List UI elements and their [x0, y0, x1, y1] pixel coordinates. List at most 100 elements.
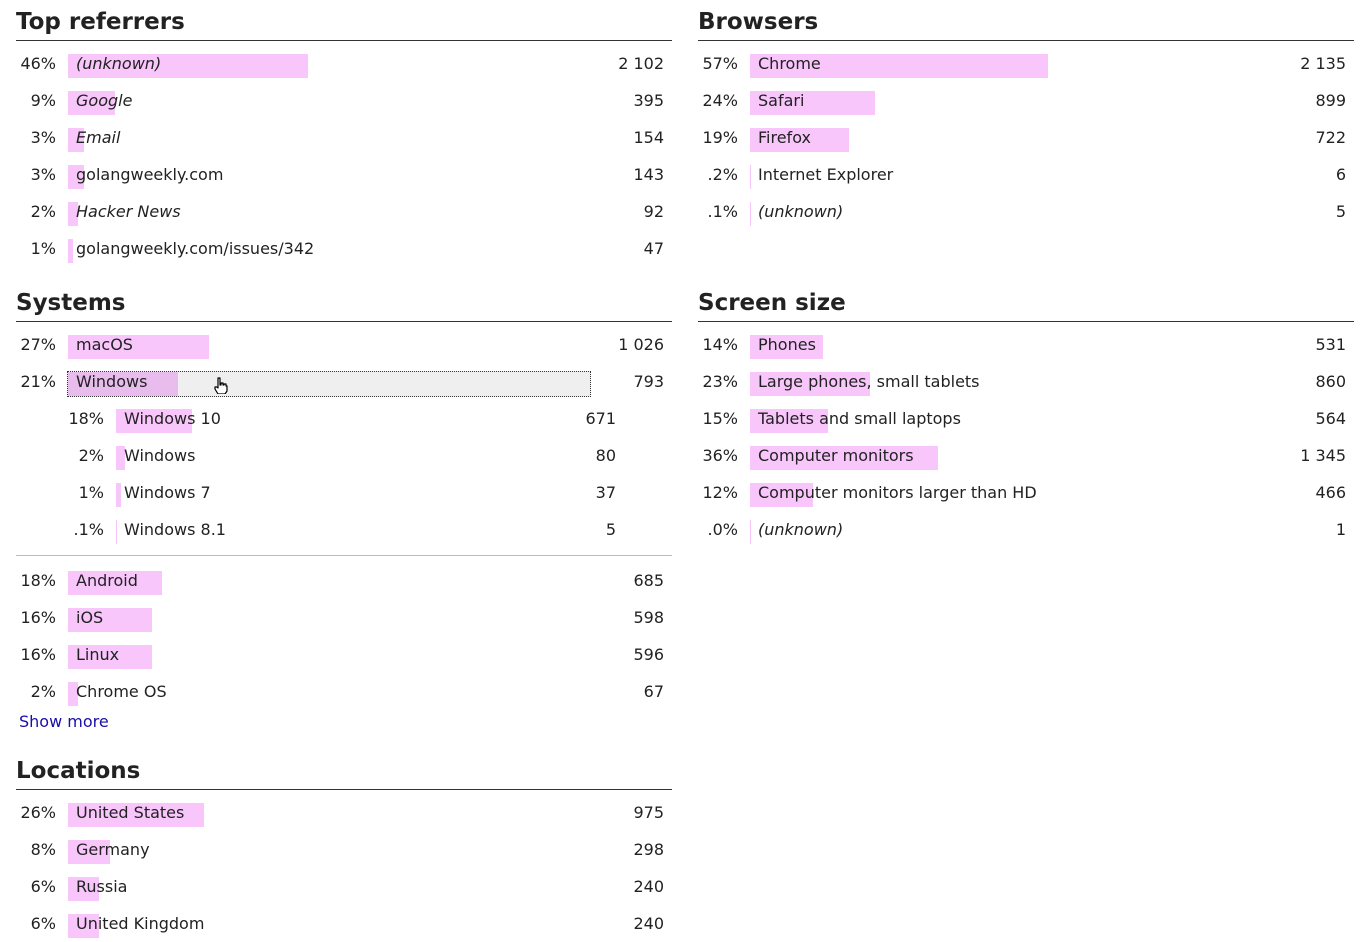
list-item[interactable]: 6% Russia 240 — [16, 868, 672, 905]
show-more-link[interactable]: Show more — [19, 712, 109, 731]
list-item[interactable]: 21% Windows 793 — [16, 363, 672, 400]
panel-title: Systems — [16, 289, 672, 322]
row-bar-track — [749, 90, 1273, 116]
row-count: 240 — [633, 877, 664, 896]
row-count: 722 — [1315, 128, 1346, 147]
list-item[interactable]: 18% Windows 10 671 — [16, 400, 672, 437]
row-label: Firefox — [758, 128, 811, 147]
row-percent: 24% — [702, 91, 738, 110]
row-count: 598 — [633, 608, 664, 627]
row-label: Android — [76, 571, 138, 590]
list-item[interactable]: 26% United States 975 — [16, 794, 672, 831]
list-item[interactable]: 1% Windows 7 37 — [16, 474, 672, 511]
row-percent: 16% — [20, 645, 56, 664]
list-item[interactable]: 23% Large phones, small tablets 860 — [698, 363, 1354, 400]
panel-title: Locations — [16, 757, 672, 790]
list-item[interactable]: 36% Computer monitors 1 345 — [698, 437, 1354, 474]
list-item[interactable]: 14% Phones 531 — [698, 326, 1354, 363]
row-bar — [68, 239, 73, 263]
row-bar-track — [115, 408, 591, 434]
row-percent: .2% — [707, 165, 738, 184]
referrers-list: 46% (unknown) 2 102 9% Google 395 3% Email 154 3%… — [16, 45, 672, 267]
row-bar — [750, 372, 870, 396]
row-bar-track — [67, 53, 591, 79]
list-item[interactable]: 9% Google 395 — [16, 82, 672, 119]
row-percent: 26% — [20, 803, 56, 822]
list-item[interactable]: 2% Chrome OS 67 — [16, 673, 672, 710]
row-percent: .1% — [73, 520, 104, 539]
row-label: Russia — [76, 877, 128, 896]
locations-list: 26% United States 975 8% Germany 298 6% Russia 2… — [16, 794, 672, 942]
row-bar-track — [67, 164, 591, 190]
row-bar-track — [749, 201, 1273, 227]
list-item[interactable]: 27% macOS 1 026 — [16, 326, 672, 363]
row-bar — [750, 335, 823, 359]
row-percent: .1% — [707, 202, 738, 221]
row-label: Hacker News — [76, 202, 181, 221]
row-bar — [116, 483, 121, 507]
list-item[interactable]: 3% Email 154 — [16, 119, 672, 156]
panel-screen-size: Screen size 14% Phones 531 23% Large phones,… — [698, 289, 1354, 548]
row-percent: 1% — [30, 239, 56, 258]
row-count: 860 — [1315, 372, 1346, 391]
list-item[interactable]: .0% (unknown) 1 — [698, 511, 1354, 548]
list-item[interactable]: .1% (unknown) 5 — [698, 193, 1354, 230]
list-item[interactable]: 1% golangweekly.com/issues/342 47 — [16, 230, 672, 267]
list-item[interactable]: 18% Android 685 — [16, 562, 672, 599]
row-bar — [750, 483, 813, 507]
row-percent: 46% — [20, 54, 56, 73]
row-percent: 3% — [30, 128, 56, 147]
row-percent: 36% — [702, 446, 738, 465]
list-item[interactable]: 16% iOS 598 — [16, 599, 672, 636]
row-bar-track — [115, 482, 591, 508]
row-count: 37 — [595, 483, 616, 502]
row-percent: 2% — [78, 446, 104, 465]
row-bar — [750, 128, 849, 152]
row-bar — [68, 571, 162, 595]
row-count: 564 — [1315, 409, 1346, 428]
row-percent: 12% — [702, 483, 738, 502]
list-item[interactable]: 46% (unknown) 2 102 — [16, 45, 672, 82]
panel-title: Top referrers — [16, 8, 672, 41]
row-bar — [750, 91, 875, 115]
row-count: 5 — [605, 520, 616, 539]
row-bar-track — [115, 445, 591, 471]
row-percent: 9% — [30, 91, 56, 110]
list-item[interactable]: 19% Firefox 722 — [698, 119, 1354, 156]
list-item[interactable]: 8% Germany 298 — [16, 831, 672, 868]
systems-list: 27% macOS 1 026 21% Windows 793 — [16, 326, 672, 400]
row-count: 899 — [1315, 91, 1346, 110]
row-label: Chrome OS — [76, 682, 167, 701]
row-bar-track — [67, 127, 591, 153]
row-bar-track — [67, 334, 591, 360]
row-percent: 6% — [30, 914, 56, 933]
row-bar-track — [67, 371, 591, 397]
list-item[interactable]: .1% Windows 8.1 5 — [16, 511, 672, 548]
list-item[interactable]: 57% Chrome 2 135 — [698, 45, 1354, 82]
row-count: 1 026 — [618, 335, 664, 354]
row-bar-track — [749, 127, 1273, 153]
list-item[interactable]: 12% Computer monitors larger than HD 466 — [698, 474, 1354, 511]
row-bar — [68, 54, 308, 78]
row-percent: 57% — [702, 54, 738, 73]
row-label: (unknown) — [76, 54, 162, 73]
list-item[interactable]: 2% Windows 80 — [16, 437, 672, 474]
row-bar — [68, 840, 110, 864]
row-percent: 14% — [702, 335, 738, 354]
row-bar-track — [749, 445, 1273, 471]
list-item[interactable]: 15% Tablets and small laptops 564 — [698, 400, 1354, 437]
row-bar-track — [749, 482, 1273, 508]
row-label: Tablets and small laptops — [758, 409, 961, 428]
list-item[interactable]: .2% Internet Explorer 6 — [698, 156, 1354, 193]
row-label: Windows 7 — [124, 483, 211, 502]
list-item[interactable]: 2% Hacker News 92 — [16, 193, 672, 230]
row-count: 5 — [1335, 202, 1346, 221]
row-bar-track — [67, 644, 591, 670]
row-label: United Kingdom — [76, 914, 205, 933]
list-item[interactable]: 6% United Kingdom 240 — [16, 905, 672, 942]
row-label: Phones — [758, 335, 816, 354]
list-item[interactable]: 16% Linux 596 — [16, 636, 672, 673]
list-item[interactable]: 24% Safari 899 — [698, 82, 1354, 119]
list-item[interactable]: 3% golangweekly.com 143 — [16, 156, 672, 193]
row-bar-track — [749, 371, 1273, 397]
